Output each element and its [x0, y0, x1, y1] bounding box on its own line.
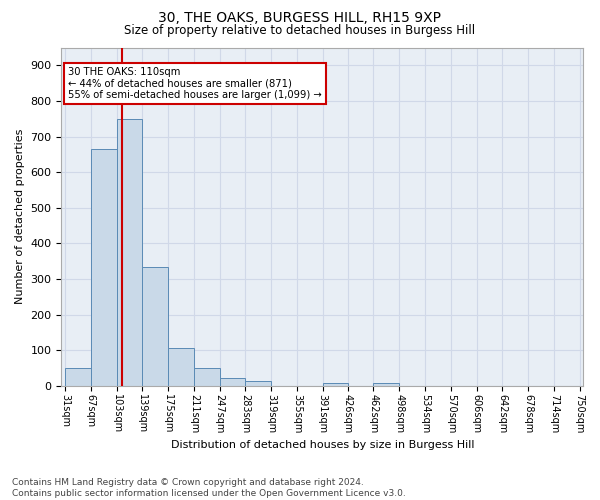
Bar — [220, 378, 245, 386]
Text: Contains HM Land Registry data © Crown copyright and database right 2024.
Contai: Contains HM Land Registry data © Crown c… — [12, 478, 406, 498]
Y-axis label: Number of detached properties: Number of detached properties — [15, 129, 25, 304]
Bar — [373, 383, 399, 386]
Bar — [245, 380, 271, 386]
Bar — [91, 149, 116, 386]
Text: 30, THE OAKS, BURGESS HILL, RH15 9XP: 30, THE OAKS, BURGESS HILL, RH15 9XP — [158, 11, 442, 25]
Bar — [323, 383, 348, 386]
Bar — [116, 119, 142, 386]
Bar — [168, 348, 194, 386]
Text: 30 THE OAKS: 110sqm
← 44% of detached houses are smaller (871)
55% of semi-detac: 30 THE OAKS: 110sqm ← 44% of detached ho… — [68, 67, 322, 100]
X-axis label: Distribution of detached houses by size in Burgess Hill: Distribution of detached houses by size … — [170, 440, 474, 450]
Bar — [65, 368, 91, 386]
Text: Size of property relative to detached houses in Burgess Hill: Size of property relative to detached ho… — [124, 24, 476, 37]
Bar — [194, 368, 220, 386]
Bar — [142, 266, 168, 386]
